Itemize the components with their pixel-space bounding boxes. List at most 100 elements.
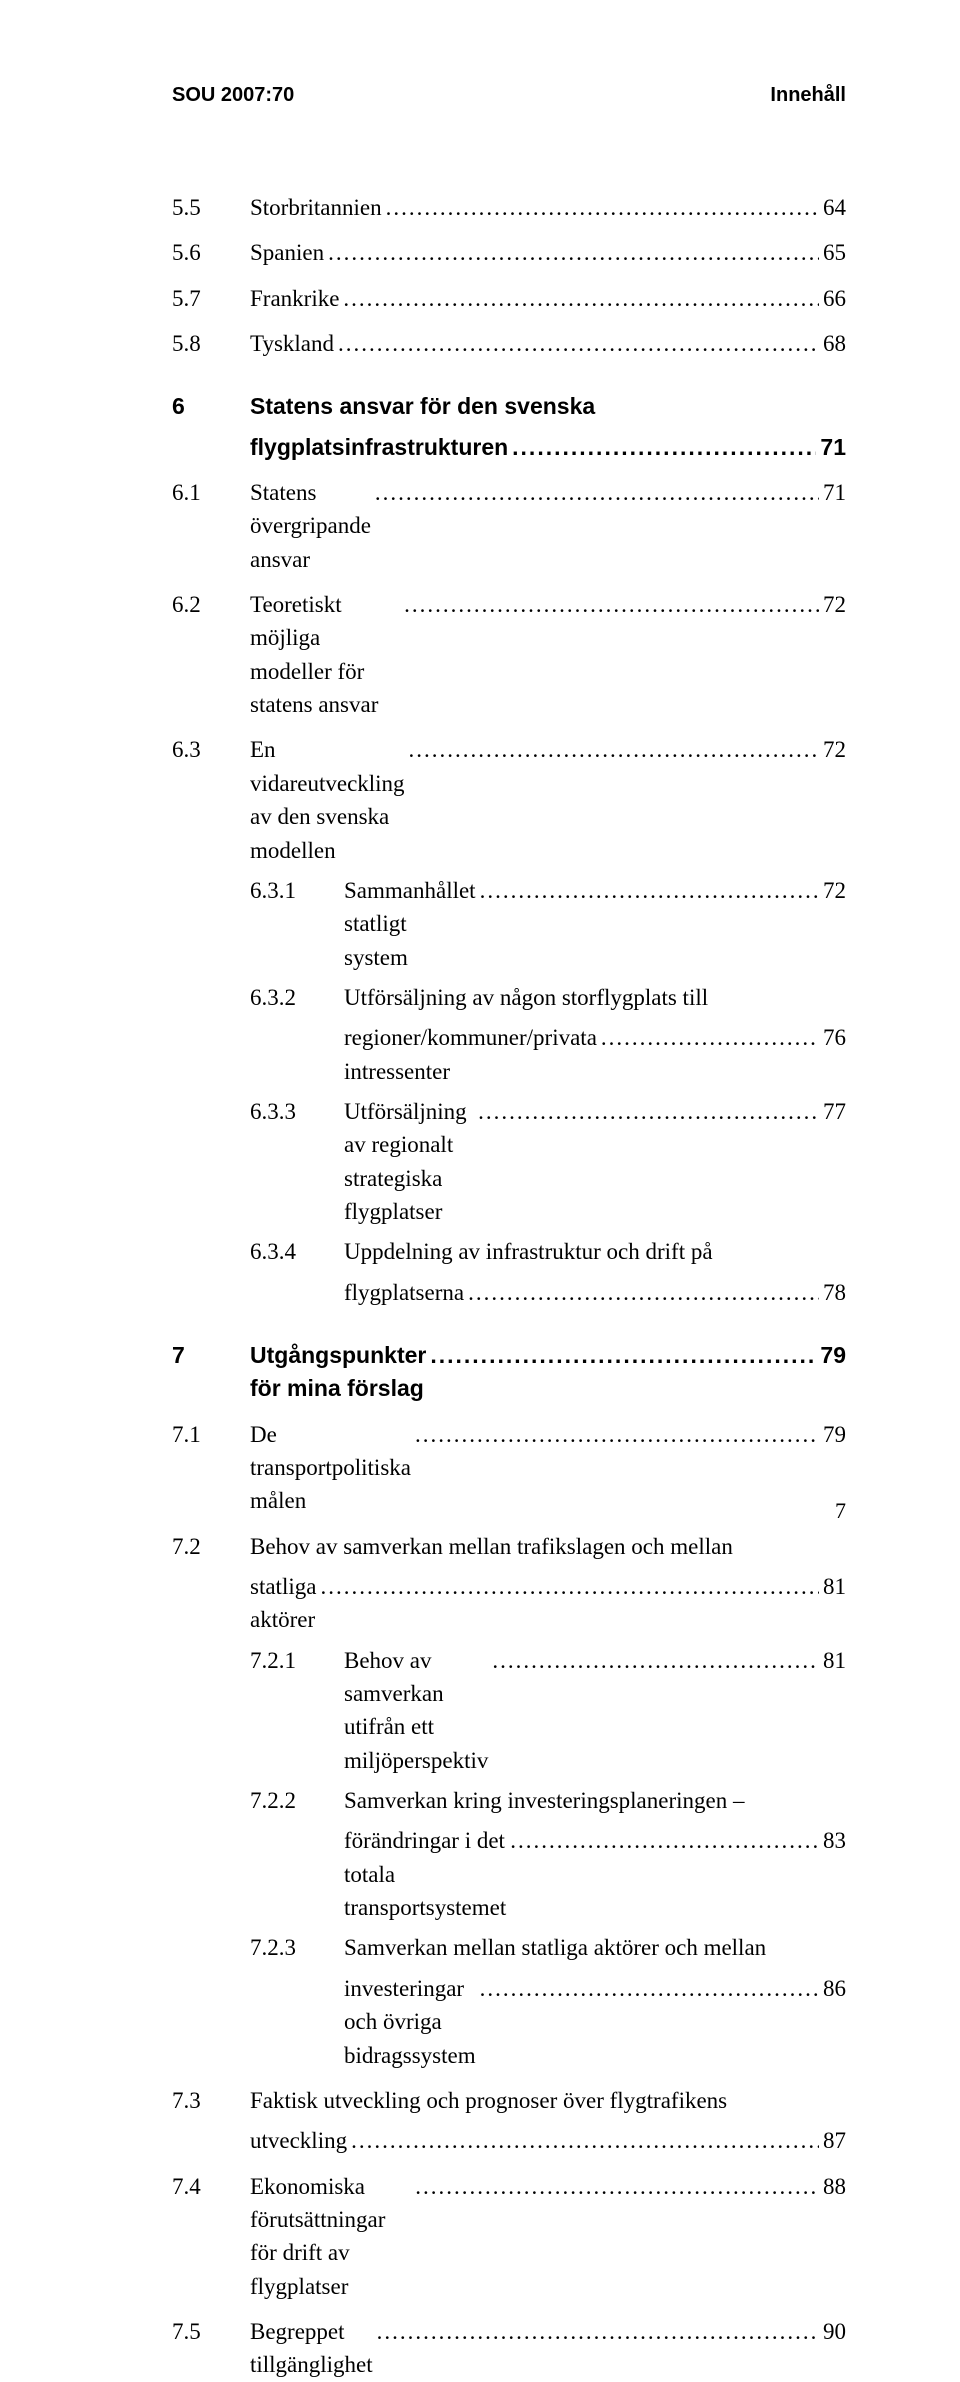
toc-leader-dots: [400, 588, 819, 621]
toc-entry-continuation: flygplatserna 78: [172, 1276, 846, 1309]
toc-number: 6.3.1: [250, 874, 344, 907]
toc-label: De transportpolitiska målen: [250, 1418, 411, 1518]
toc-entry: 6.3.3 Utförsäljning av regionalt strateg…: [172, 1095, 846, 1228]
toc-leader-dots: [488, 1644, 819, 1677]
toc-number: 5.5: [172, 191, 250, 224]
toc-leader-dots: [464, 1276, 819, 1309]
toc-page: 72: [819, 874, 846, 907]
toc-chapter: 6 Statens ansvar för den svenska flygpla…: [172, 390, 846, 464]
toc-entry: 7.3 Faktisk utveckling och prognoser öve…: [172, 2084, 846, 2117]
toc-page: 66: [819, 282, 846, 315]
toc-entry: 7.1 De transportpolitiska målen 79: [172, 1418, 846, 1518]
toc-leader-dots: [382, 191, 819, 224]
toc-label: Spanien: [250, 236, 324, 269]
toc-label: Uppdelning av infrastruktur och drift på: [344, 1235, 713, 1268]
toc-label: Begreppet tillgänglighet: [250, 2315, 373, 2382]
toc-entry: 6.3.4 Uppdelning av infrastruktur och dr…: [172, 1235, 846, 1268]
toc-label: Behov av samverkan mellan trafikslagen o…: [250, 1530, 733, 1563]
toc-label: Tyskland: [250, 327, 334, 360]
toc-leader-dots: [371, 476, 819, 509]
toc-number: 6.2: [172, 588, 250, 621]
toc-entry: 5.8 Tyskland 68: [172, 327, 846, 360]
toc-label: Statens övergripande ansvar: [250, 476, 371, 576]
toc-leader-dots: [411, 1418, 819, 1451]
toc-entry: 7.2 Behov av samverkan mellan trafikslag…: [172, 1530, 846, 1563]
toc-label: Storbritannien: [250, 191, 382, 224]
toc-leader-dots: [476, 1972, 819, 2005]
toc-number: 7.4: [172, 2170, 250, 2203]
toc-number: 7.3: [172, 2084, 250, 2117]
toc-label: statliga aktörer: [250, 1570, 316, 1637]
toc-page: 81: [819, 1644, 846, 1677]
toc-label: Utgångspunkter för mina förslag: [250, 1339, 426, 1406]
toc-leader-dots: [339, 282, 819, 315]
toc-label: En vidareutveckling av den svenska model…: [250, 733, 405, 866]
toc-entry: 5.6 Spanien 65: [172, 236, 846, 269]
toc-leader-dots: [508, 431, 816, 464]
toc-label: Ekonomiska förutsättningar för drift av …: [250, 2170, 411, 2303]
running-header: SOU 2007:70 Innehåll: [172, 84, 846, 107]
toc-entry: 7.5 Begreppet tillgänglighet 90: [172, 2315, 846, 2382]
toc-entry: 7.2.1 Behov av samverkan utifrån ett mil…: [172, 1644, 846, 1777]
toc-page: 76: [819, 1021, 846, 1054]
toc-leader-dots: [316, 1570, 819, 1603]
toc-label: Samverkan kring investeringsplaneringen …: [344, 1784, 744, 1817]
toc-number: 7.2: [172, 1530, 250, 1563]
toc-label: utveckling: [250, 2124, 347, 2157]
toc-number: 6.3.4: [250, 1235, 344, 1268]
toc-leader-dots: [347, 2124, 819, 2157]
page: SOU 2007:70 Innehåll 5.5 Storbritannien …: [0, 0, 960, 1578]
toc-leader-dots: [474, 1095, 819, 1128]
toc-label: Statens ansvar för den svenska: [250, 390, 595, 423]
toc-leader-dots: [405, 733, 819, 766]
toc-page: 86: [819, 1972, 846, 2005]
header-right: Innehåll: [770, 84, 846, 107]
toc-label: Teoretiskt möjliga modeller för statens …: [250, 588, 400, 721]
toc-entry-continuation: statliga aktörer 81: [172, 1570, 846, 1637]
toc-page: 72: [819, 588, 846, 621]
toc-number: 7.2.2: [250, 1784, 344, 1817]
toc-number: 7.1: [172, 1418, 250, 1451]
toc-label: Utförsäljning av någon storflygplats til…: [344, 981, 708, 1014]
toc-entry: 6.2 Teoretiskt möjliga modeller för stat…: [172, 588, 846, 721]
page-number: 7: [835, 1498, 846, 1524]
toc-page: 71: [819, 476, 846, 509]
toc-entry: 5.5 Storbritannien 64: [172, 191, 846, 224]
toc-number: 7.2.3: [250, 1931, 344, 1964]
toc-number: 7.2.1: [250, 1644, 344, 1677]
toc-label: flygplatserna: [344, 1276, 464, 1309]
toc-label: Sammanhållet statligt system: [344, 874, 476, 974]
toc-number: 6: [172, 390, 250, 423]
toc-entry-continuation: regioner/kommuner/privata intressenter 7…: [172, 1021, 846, 1088]
toc-label: regioner/kommuner/privata intressenter: [344, 1021, 597, 1088]
toc-number: 7.5: [172, 2315, 250, 2348]
toc-leader-dots: [597, 1021, 819, 1054]
toc-label: Faktisk utveckling och prognoser över fl…: [250, 2084, 727, 2117]
header-left: SOU 2007:70: [172, 84, 294, 107]
toc-page: 68: [819, 327, 846, 360]
toc-leader-dots: [426, 1339, 816, 1372]
toc-page: 87: [819, 2124, 846, 2157]
toc-page: 79: [819, 1418, 846, 1451]
toc-entry: 6.1 Statens övergripande ansvar 71: [172, 476, 846, 576]
toc-label: flygplatsinfrastrukturen: [250, 431, 508, 464]
toc-leader-dots: [411, 2170, 819, 2203]
toc-label: investeringar och övriga bidragssystem: [344, 1972, 476, 2072]
toc-leader-dots: [334, 327, 819, 360]
toc-number: 7: [172, 1339, 250, 1372]
toc-chapter: 7 Utgångspunkter för mina förslag 79: [172, 1339, 846, 1406]
toc-page: 78: [819, 1276, 846, 1309]
toc-entry: 6.3.1 Sammanhållet statligt system 72: [172, 874, 846, 974]
toc-entry: 6.3.2 Utförsäljning av någon storflygpla…: [172, 981, 846, 1014]
toc-leader-dots: [373, 2315, 819, 2348]
toc-label: Behov av samverkan utifrån ett miljöpers…: [344, 1644, 488, 1777]
toc-page: 65: [819, 236, 846, 269]
toc-entry-continuation: förändringar i det totala transportsyste…: [172, 1824, 846, 1924]
toc-leader-dots: [476, 874, 819, 907]
toc-number: 6.3.3: [250, 1095, 344, 1128]
toc-leader-dots: [324, 236, 819, 269]
toc-label: Samverkan mellan statliga aktörer och me…: [344, 1931, 766, 1964]
toc-entry-continuation: investeringar och övriga bidragssystem 8…: [172, 1972, 846, 2072]
toc-page: 90: [819, 2315, 846, 2348]
toc-entry-continuation: utveckling 87: [172, 2124, 846, 2157]
